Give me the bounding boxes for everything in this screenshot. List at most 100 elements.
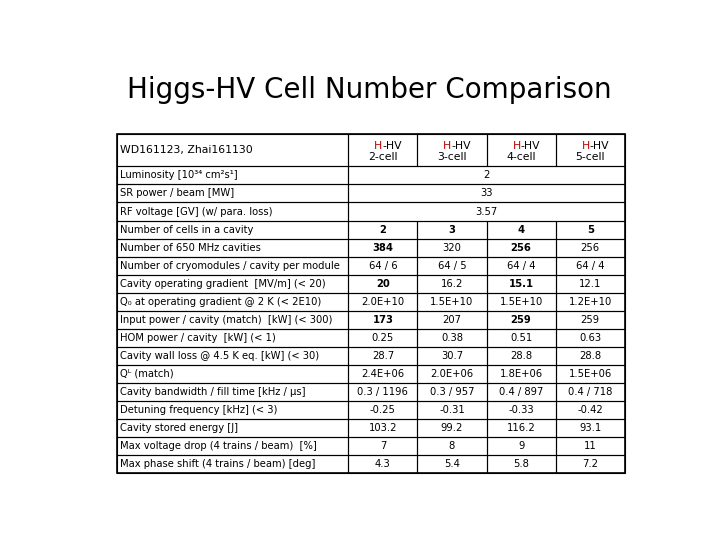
- Bar: [348, 329, 418, 347]
- Text: 256: 256: [510, 242, 531, 253]
- Text: 1.5E+10: 1.5E+10: [431, 296, 474, 307]
- Bar: [117, 185, 348, 202]
- Text: Higgs-HV Cell Number Comparison: Higgs-HV Cell Number Comparison: [127, 76, 611, 104]
- Text: -0.33: -0.33: [508, 405, 534, 415]
- Bar: [117, 310, 348, 329]
- Bar: [117, 275, 348, 293]
- Bar: [556, 275, 625, 293]
- Bar: [556, 220, 625, 239]
- Text: 4.3: 4.3: [375, 459, 391, 469]
- Bar: [348, 455, 418, 473]
- Text: 7.2: 7.2: [582, 459, 598, 469]
- Text: 2: 2: [379, 225, 387, 234]
- Text: 1.5E+10: 1.5E+10: [500, 296, 543, 307]
- Bar: [556, 256, 625, 275]
- Text: 99.2: 99.2: [441, 423, 463, 433]
- Text: 5.4: 5.4: [444, 459, 460, 469]
- Bar: [418, 419, 487, 437]
- Bar: [117, 329, 348, 347]
- Text: -HV: -HV: [590, 141, 609, 151]
- Text: 5-cell: 5-cell: [575, 152, 605, 163]
- Bar: [556, 419, 625, 437]
- Text: Cavity operating gradient  [MV/m] (< 20): Cavity operating gradient [MV/m] (< 20): [120, 279, 326, 288]
- Bar: [418, 347, 487, 364]
- Text: -HV: -HV: [382, 141, 402, 151]
- Text: 0.4 / 897: 0.4 / 897: [499, 387, 544, 397]
- Text: 256: 256: [580, 242, 600, 253]
- Text: 2.4E+06: 2.4E+06: [361, 369, 405, 379]
- Text: 93.1: 93.1: [579, 423, 601, 433]
- Text: H: H: [513, 141, 521, 151]
- Text: H: H: [374, 141, 382, 151]
- Text: 30.7: 30.7: [441, 350, 463, 361]
- Bar: [556, 383, 625, 401]
- Text: 320: 320: [443, 242, 462, 253]
- Bar: [487, 293, 556, 310]
- Bar: [418, 329, 487, 347]
- Text: H: H: [582, 141, 590, 151]
- Text: 28.7: 28.7: [372, 350, 394, 361]
- Text: RF voltage [GV] (w/ para. loss): RF voltage [GV] (w/ para. loss): [120, 206, 273, 217]
- Text: 28.8: 28.8: [510, 350, 532, 361]
- Bar: [418, 310, 487, 329]
- Bar: [117, 220, 348, 239]
- Text: 173: 173: [372, 315, 393, 325]
- Text: 0.3 / 1196: 0.3 / 1196: [357, 387, 408, 397]
- Bar: [487, 329, 556, 347]
- Text: Luminosity [10³⁴ cm²s¹]: Luminosity [10³⁴ cm²s¹]: [120, 171, 238, 180]
- Bar: [348, 239, 418, 256]
- Bar: [348, 202, 625, 220]
- Text: 3: 3: [449, 225, 456, 234]
- Text: Number of cells in a cavity: Number of cells in a cavity: [120, 225, 253, 234]
- Text: 2-cell: 2-cell: [368, 152, 397, 163]
- Bar: [487, 419, 556, 437]
- Text: 15.1: 15.1: [508, 279, 534, 288]
- Bar: [117, 419, 348, 437]
- Bar: [117, 347, 348, 364]
- Bar: [117, 364, 348, 383]
- Bar: [418, 134, 487, 166]
- Text: 4-cell: 4-cell: [506, 152, 536, 163]
- Bar: [418, 293, 487, 310]
- Text: Q₀ at operating gradient @ 2 K (< 2E10): Q₀ at operating gradient @ 2 K (< 2E10): [120, 296, 321, 307]
- Bar: [348, 134, 418, 166]
- Bar: [487, 437, 556, 455]
- Text: HOM power / cavity  [kW] (< 1): HOM power / cavity [kW] (< 1): [120, 333, 276, 343]
- Bar: [418, 401, 487, 419]
- Bar: [487, 239, 556, 256]
- Bar: [348, 383, 418, 401]
- Text: Number of 650 MHz cavities: Number of 650 MHz cavities: [120, 242, 261, 253]
- Text: 0.63: 0.63: [579, 333, 601, 343]
- Bar: [556, 329, 625, 347]
- Text: Qᴸ (match): Qᴸ (match): [120, 369, 174, 379]
- Text: 3-cell: 3-cell: [437, 152, 467, 163]
- Text: -HV: -HV: [521, 141, 540, 151]
- Text: 16.2: 16.2: [441, 279, 463, 288]
- Text: 259: 259: [510, 315, 531, 325]
- Text: -0.42: -0.42: [577, 405, 603, 415]
- Bar: [348, 401, 418, 419]
- Text: 259: 259: [580, 315, 600, 325]
- Text: 33: 33: [480, 188, 492, 199]
- Text: 5.8: 5.8: [513, 459, 529, 469]
- Text: Cavity bandwidth / fill time [kHz / µs]: Cavity bandwidth / fill time [kHz / µs]: [120, 387, 306, 397]
- Text: Max voltage drop (4 trains / beam)  [%]: Max voltage drop (4 trains / beam) [%]: [120, 441, 317, 451]
- Bar: [117, 401, 348, 419]
- Text: Cavity wall loss @ 4.5 K eq. [kW] (< 30): Cavity wall loss @ 4.5 K eq. [kW] (< 30): [120, 350, 320, 361]
- Bar: [487, 401, 556, 419]
- Text: -0.25: -0.25: [370, 405, 396, 415]
- Text: 0.25: 0.25: [372, 333, 394, 343]
- Text: 116.2: 116.2: [507, 423, 536, 433]
- Text: 2.0E+10: 2.0E+10: [361, 296, 405, 307]
- Bar: [348, 347, 418, 364]
- Bar: [348, 256, 418, 275]
- Bar: [348, 166, 625, 185]
- Text: 12.1: 12.1: [579, 279, 601, 288]
- Bar: [418, 220, 487, 239]
- Bar: [487, 455, 556, 473]
- Text: 103.2: 103.2: [369, 423, 397, 433]
- Text: 64 / 5: 64 / 5: [438, 261, 467, 271]
- Text: 28.8: 28.8: [579, 350, 601, 361]
- Bar: [348, 419, 418, 437]
- Bar: [117, 166, 348, 185]
